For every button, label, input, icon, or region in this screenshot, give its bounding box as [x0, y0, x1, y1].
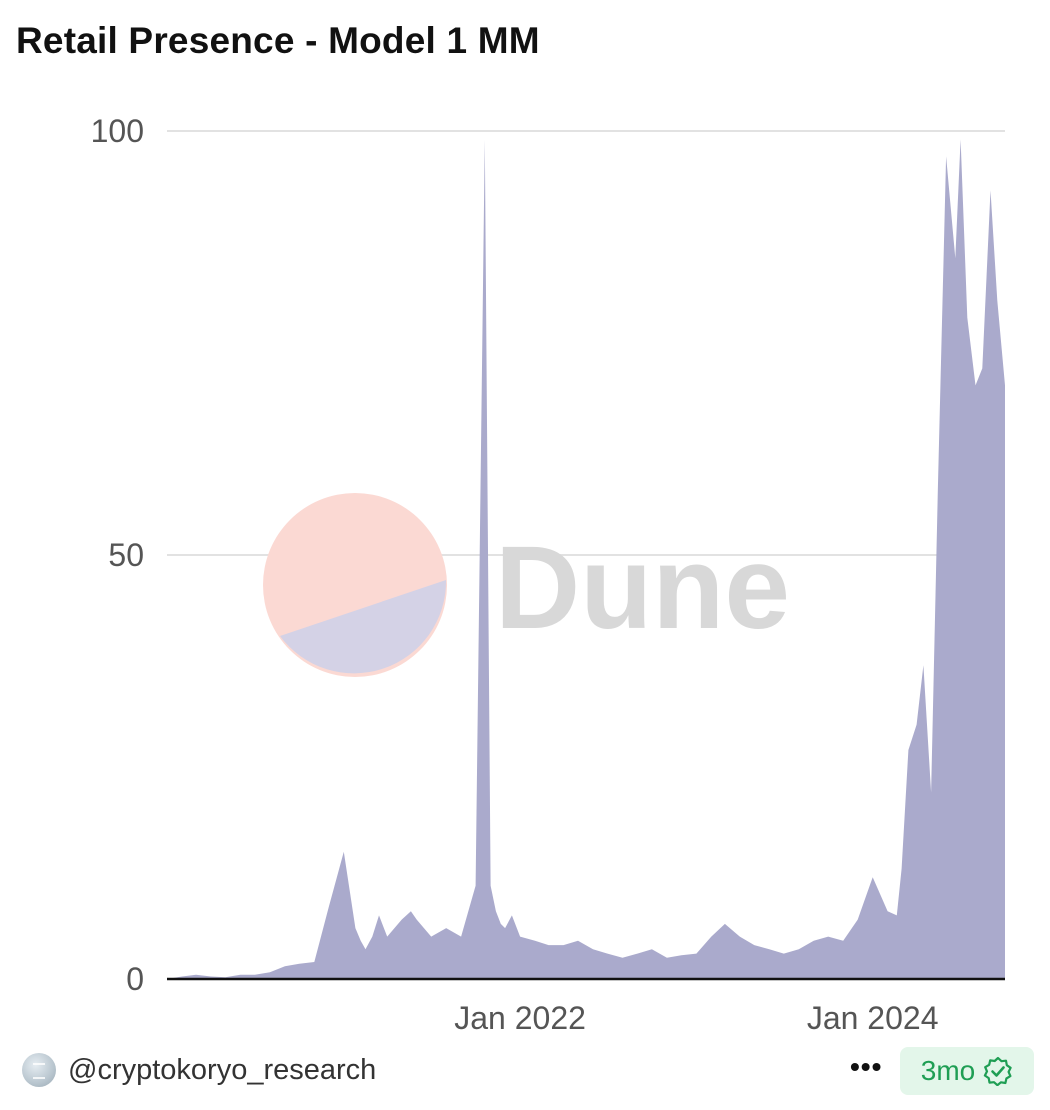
author-name: @cryptokoryo_research — [68, 1053, 377, 1086]
footer: @cryptokoryo_research ••• 3mo — [0, 1045, 1050, 1100]
author-link[interactable]: @cryptokoryo_research — [22, 1053, 376, 1087]
y-tick-label: 0 — [126, 961, 144, 997]
watermark: Dune — [263, 493, 790, 677]
watermark-text: Dune — [495, 522, 790, 654]
chart-svg: Dune 0 50 100 Jan 2022 Jan 2024 — [91, 113, 1005, 1036]
x-tick-labels: Jan 2022 Jan 2024 — [454, 1000, 938, 1036]
page-title: Retail Presence - Model 1 MM — [16, 20, 540, 61]
watermark-logo-wedge — [280, 580, 447, 674]
verified-check-icon — [984, 1056, 1012, 1086]
area-series — [167, 139, 1005, 979]
age-label: 3mo — [920, 1055, 976, 1086]
more-options-button[interactable]: ••• — [850, 1051, 883, 1082]
y-tick-label: 50 — [108, 537, 144, 573]
x-tick-label: Jan 2022 — [454, 1000, 586, 1036]
y-tick-labels: 0 50 100 — [91, 113, 144, 997]
age-badge[interactable]: 3mo — [900, 1047, 1034, 1095]
avatar — [22, 1053, 56, 1087]
area-series-0 — [167, 139, 1005, 979]
y-tick-label: 100 — [91, 113, 144, 149]
gridlines — [167, 130, 1005, 556]
x-tick-label: Jan 2024 — [807, 1000, 939, 1036]
